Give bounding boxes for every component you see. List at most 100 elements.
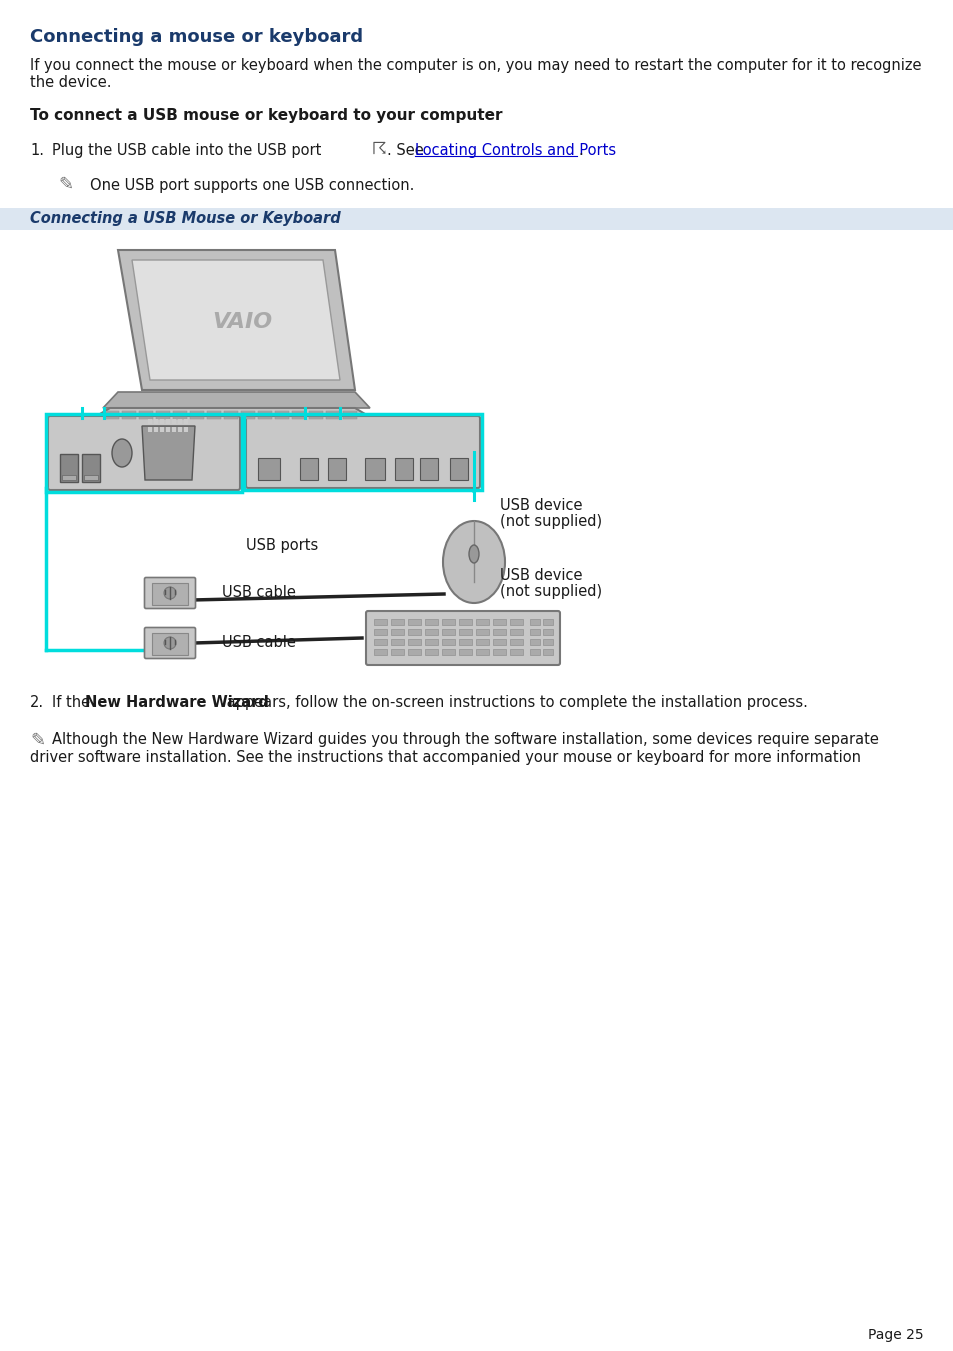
Bar [152,584,188,605]
Bar [441,630,455,635]
Text: New Hardware Wizard: New Hardware Wizard [85,694,269,711]
Bar [343,411,356,413]
Bar [424,630,437,635]
Bar [493,619,505,626]
Bar [530,648,539,655]
Bar [493,648,505,655]
Text: Plug the USB cable into the USB port: Plug the USB cable into the USB port [52,143,321,158]
Bar [160,427,164,432]
Text: ✎: ✎ [58,176,73,195]
Bar [326,413,339,416]
Bar [153,419,158,424]
Bar [530,630,539,635]
Bar [309,411,323,413]
Bar [510,639,522,644]
Bar [0,208,953,230]
Bar [530,639,539,644]
Bar [476,648,489,655]
Polygon shape [132,259,339,380]
Bar [244,413,481,490]
Bar [172,413,187,416]
Bar [458,648,472,655]
Bar [374,639,387,644]
Bar [542,648,553,655]
Text: Locating Controls and Ports: Locating Controls and Ports [415,143,616,158]
Bar [190,417,204,419]
Bar [105,411,119,413]
Bar [241,417,254,419]
Bar [510,630,522,635]
Bar [441,639,455,644]
Bar [292,413,306,416]
Bar [408,619,420,626]
Bar [374,648,387,655]
Bar [207,417,221,419]
Bar [391,639,403,644]
Bar [309,417,323,419]
Bar [309,413,323,416]
Bar [408,630,420,635]
Bar [326,417,339,419]
Ellipse shape [164,638,175,648]
Bar [493,630,505,635]
Text: appears, follow the on-screen instructions to complete the installation process.: appears, follow the on-screen instructio… [222,694,807,711]
Text: .: . [578,143,582,158]
Bar [224,411,237,413]
Ellipse shape [442,521,504,603]
Bar [122,413,136,416]
Bar [156,411,170,413]
Bar [542,630,553,635]
Bar [542,639,553,644]
Bar [172,427,175,432]
Bar [424,639,437,644]
Polygon shape [142,426,194,480]
Text: ✎: ✎ [30,732,45,750]
Bar [257,411,272,413]
Bar [172,417,187,419]
Bar [241,413,254,416]
Bar [207,411,221,413]
Ellipse shape [112,439,132,467]
Text: driver software installation. See the instructions that accompanied your mouse o: driver software installation. See the in… [30,750,861,765]
Bar [374,619,387,626]
Bar [292,411,306,413]
Bar [166,419,170,424]
Bar [510,648,522,655]
Bar [82,454,100,482]
Text: USB device: USB device [499,499,582,513]
Polygon shape [90,408,375,420]
Bar [139,413,152,416]
Text: Page 25: Page 25 [867,1328,923,1342]
Bar [476,630,489,635]
Bar [148,419,152,424]
Text: If the: If the [52,694,94,711]
Bar [326,411,339,413]
Text: Connecting a USB Mouse or Keyboard: Connecting a USB Mouse or Keyboard [30,211,340,226]
Text: Although the New Hardware Wizard guides you through the software installation, s: Although the New Hardware Wizard guides … [52,732,878,747]
Bar [172,419,175,424]
Bar [408,648,420,655]
FancyBboxPatch shape [144,577,195,608]
Text: USB ports: USB ports [246,538,318,553]
Bar [152,634,188,655]
Bar [139,411,152,413]
Bar [207,413,221,416]
Bar [172,411,187,413]
Text: (not supplied): (not supplied) [499,513,601,530]
Bar [156,413,170,416]
Bar [148,427,152,432]
Bar [419,458,437,480]
Bar [441,648,455,655]
Bar [391,630,403,635]
Bar [274,413,289,416]
Bar [365,458,385,480]
Bar [241,411,254,413]
Bar [84,476,98,480]
Bar [46,413,242,492]
Bar [60,454,78,482]
Bar [257,458,280,480]
Bar [441,619,455,626]
Bar [408,639,420,644]
Ellipse shape [164,586,175,598]
Bar [530,619,539,626]
